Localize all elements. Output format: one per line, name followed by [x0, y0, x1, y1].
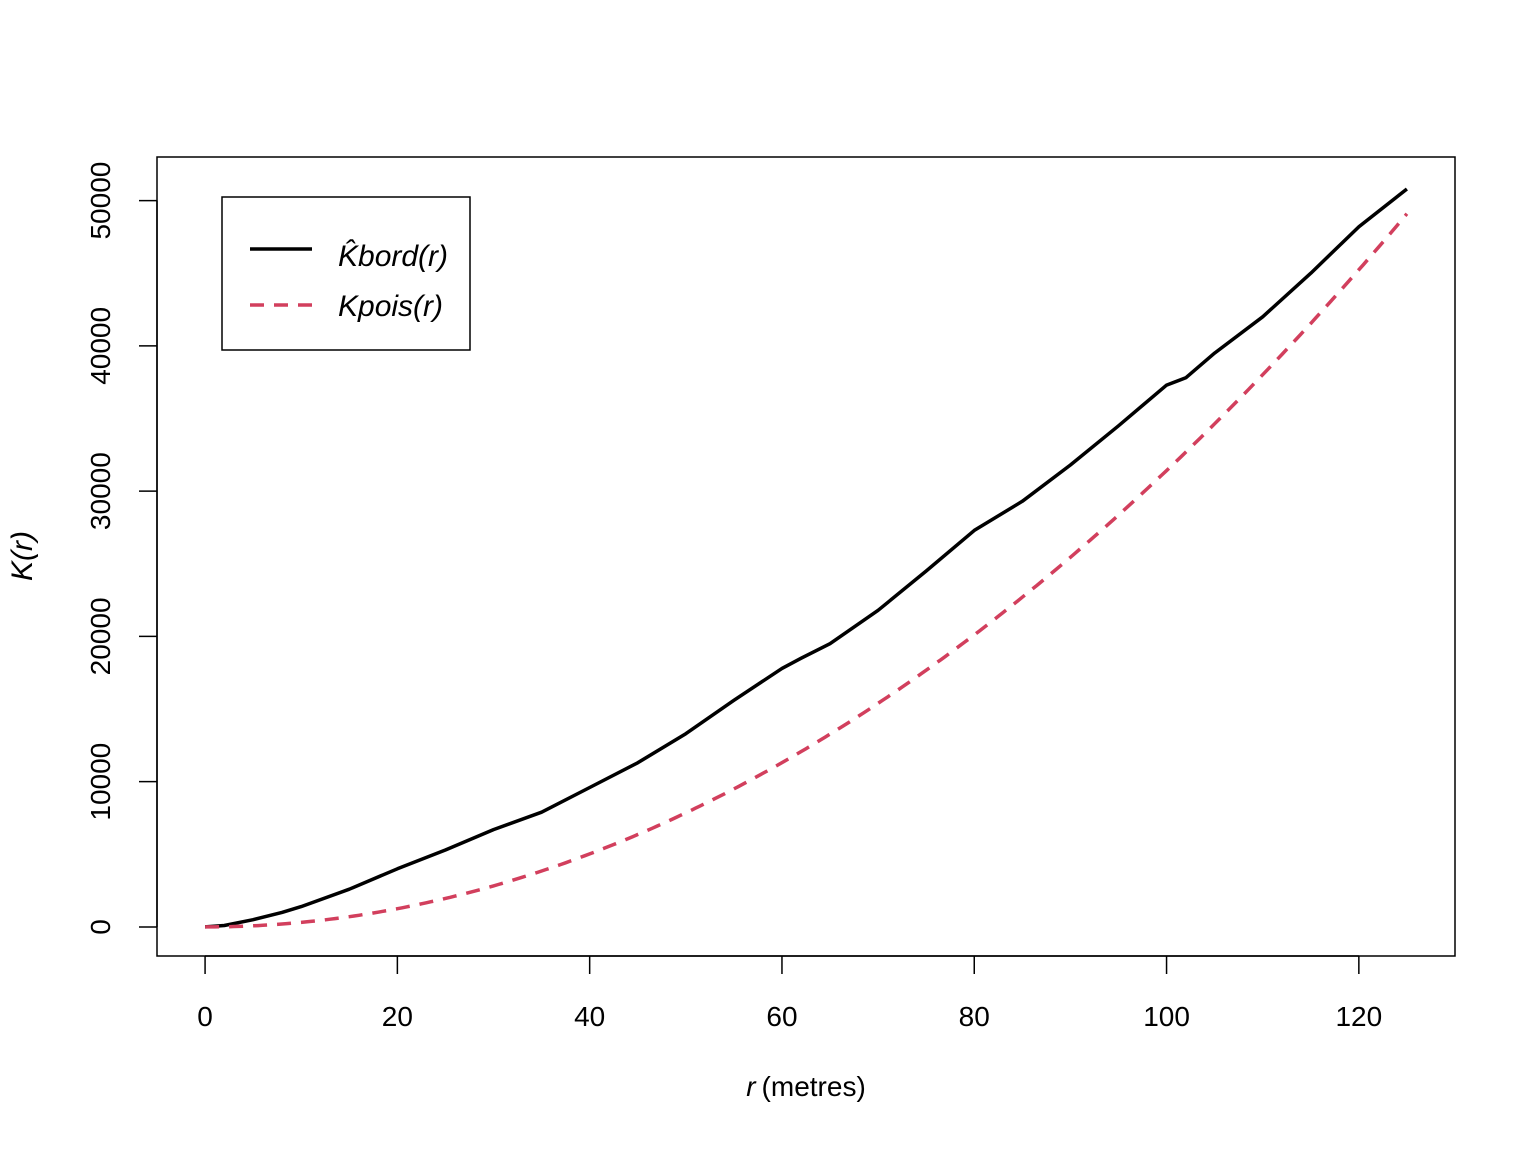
- series-line-k-bord: [204, 187, 1408, 929]
- x-tick-label: 100: [1143, 1001, 1190, 1032]
- y-tick-label: 20000: [85, 597, 116, 675]
- y-tick-label: 10000: [85, 743, 116, 821]
- x-tick-label: 20: [382, 1001, 413, 1032]
- x-tick-label: 40: [574, 1001, 605, 1032]
- series-line-k-pois: [205, 212, 1409, 929]
- legend-label-k-bord: K̂bord(r): [338, 240, 448, 273]
- x-axis-variable: r: [746, 1071, 757, 1102]
- legend: K̂bord(r) Kpois(r): [221, 196, 471, 351]
- legend-label-k-pois: Kpois(r): [338, 290, 443, 323]
- y-tick-label: 40000: [85, 307, 116, 385]
- y-axis-title: K(r): [6, 531, 39, 581]
- legend-box: [221, 196, 471, 351]
- x-axis-unit: (metres): [762, 1071, 866, 1102]
- x-axis-title: r (metres): [746, 1071, 866, 1102]
- y-axis: 0 10000 20000 30000 40000 50000: [85, 162, 158, 935]
- x-tick-label: 120: [1335, 1001, 1382, 1032]
- x-tick-label: 60: [766, 1001, 797, 1032]
- y-tick-label: 50000: [85, 162, 116, 240]
- y-tick-label: 30000: [85, 452, 116, 530]
- series-layer: [204, 187, 1409, 929]
- x-tick-label: 0: [197, 1001, 213, 1032]
- x-tick-label: 80: [959, 1001, 990, 1032]
- y-tick-label: 0: [85, 919, 116, 935]
- x-axis: 0 20 40 60 80 100 120: [197, 955, 1382, 1032]
